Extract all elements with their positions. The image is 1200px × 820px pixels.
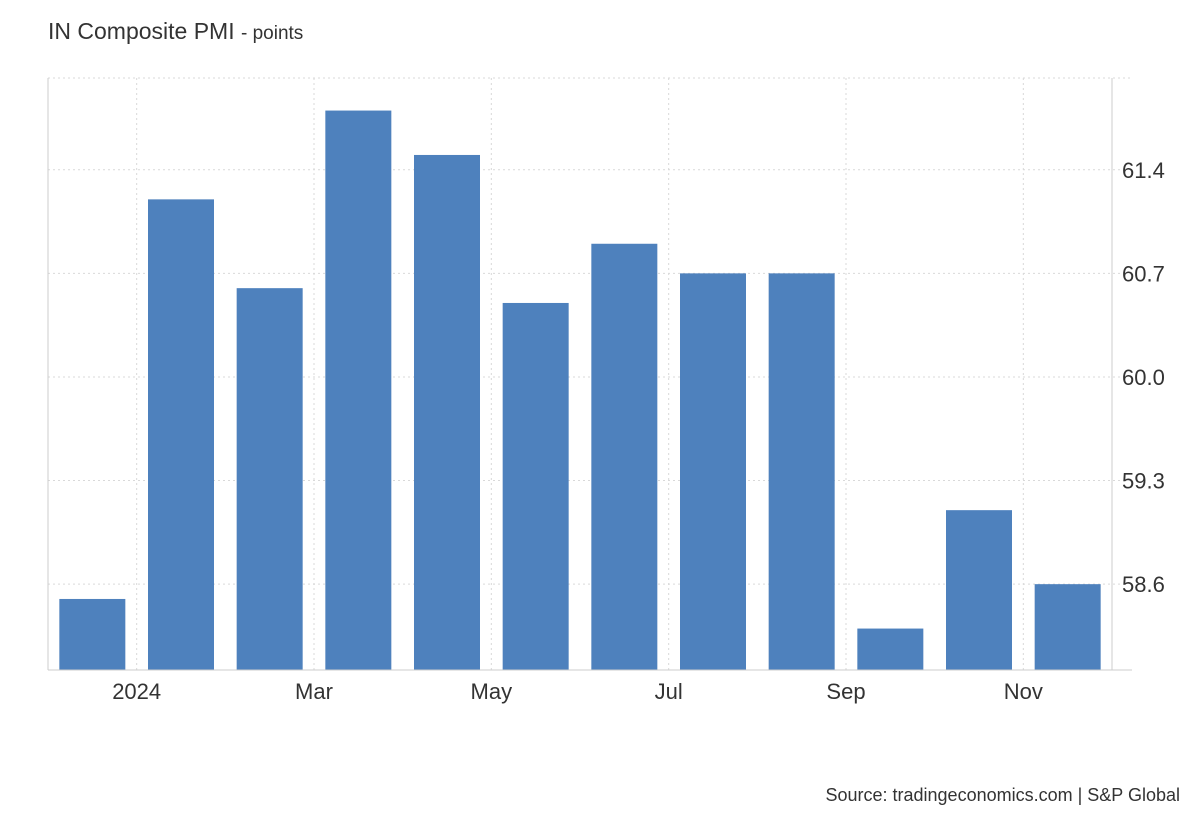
bar [591, 243, 658, 670]
y-tick-label: 61.4 [1122, 158, 1165, 183]
x-tick-label: 2024 [112, 679, 161, 704]
bar [59, 598, 126, 670]
bar [680, 273, 746, 670]
x-tick-label: Jul [655, 679, 683, 704]
bar [236, 288, 303, 670]
y-tick-label: 59.3 [1122, 469, 1165, 494]
chart-title: IN Composite PMI - points [48, 18, 303, 45]
bar [857, 628, 924, 670]
y-tick-label: 58.6 [1122, 572, 1165, 597]
bar [148, 199, 214, 671]
x-tick-label: Mar [295, 679, 333, 704]
bar [946, 510, 1012, 670]
x-tick-label: Sep [826, 679, 865, 704]
x-tick-label: Nov [1004, 679, 1043, 704]
chart-title-text: IN Composite PMI [48, 18, 235, 44]
bar [502, 302, 569, 670]
y-tick-label: 60.7 [1122, 261, 1165, 286]
bar [1034, 584, 1101, 670]
y-tick-label: 60.0 [1122, 365, 1165, 390]
source-note: Source: tradingeconomics.com | S&P Globa… [825, 785, 1180, 805]
x-tick-label: May [471, 679, 513, 704]
bar [768, 273, 835, 670]
chart-unit: - points [241, 23, 304, 44]
bar [325, 110, 392, 670]
bar [414, 154, 480, 670]
